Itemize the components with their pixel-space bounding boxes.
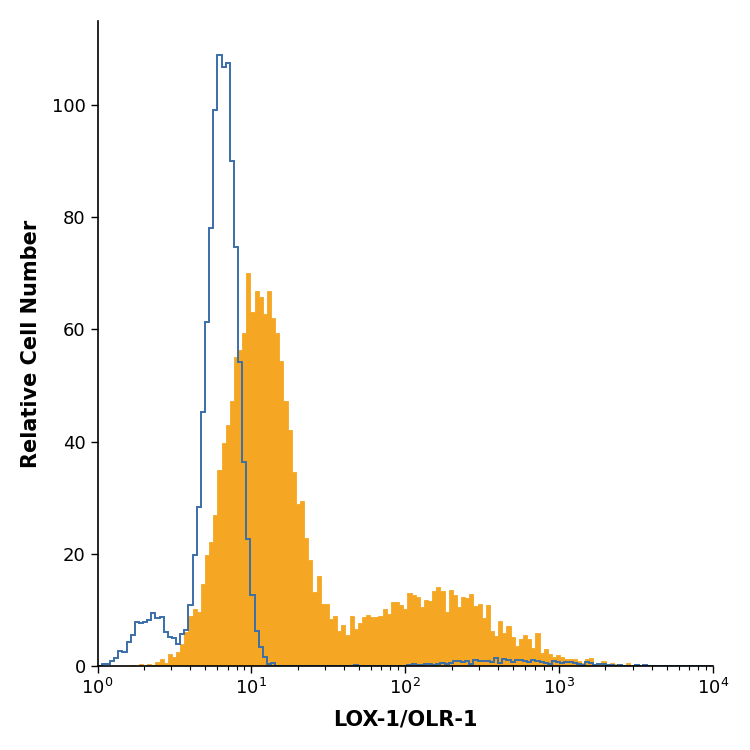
X-axis label: LOX-1/OLR-1: LOX-1/OLR-1: [333, 710, 478, 729]
Y-axis label: Relative Cell Number: Relative Cell Number: [21, 219, 40, 467]
